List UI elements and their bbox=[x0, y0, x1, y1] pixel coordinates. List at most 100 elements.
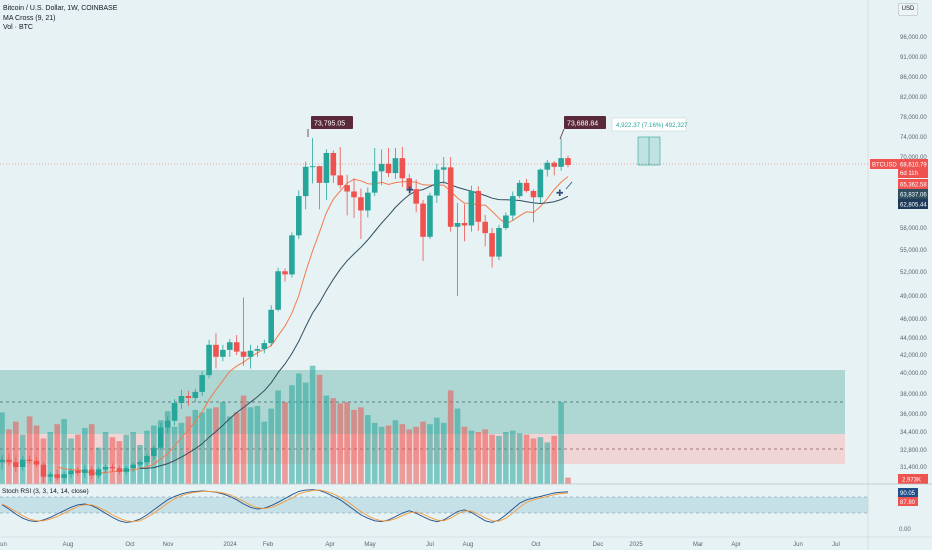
volume-bar bbox=[233, 412, 240, 484]
candle-body bbox=[323, 153, 330, 183]
ma-slow2-text: 62,805.44 bbox=[900, 203, 927, 209]
volume-bar bbox=[33, 425, 40, 484]
symbol-tag-text: BTCUSD bbox=[872, 163, 897, 169]
volume-bar bbox=[413, 426, 419, 484]
candle-body bbox=[19, 459, 26, 467]
candle-body bbox=[192, 391, 199, 398]
ma-slow2-tag bbox=[898, 199, 928, 209]
volume-bar bbox=[75, 434, 81, 484]
candle-body bbox=[268, 309, 274, 344]
volume-bar bbox=[102, 432, 109, 484]
volume-bar bbox=[61, 419, 67, 484]
candle-body bbox=[47, 474, 54, 477]
volume-bar bbox=[530, 438, 537, 484]
volume-bar bbox=[68, 438, 74, 484]
price-axis-label: 70,000.00 bbox=[900, 155, 927, 161]
volume-bar bbox=[337, 403, 344, 484]
candle-body bbox=[220, 349, 226, 357]
candle-body bbox=[337, 175, 344, 186]
volume-bar bbox=[185, 416, 192, 484]
price-axis-label: 82,000.00 bbox=[900, 95, 927, 101]
candle-body bbox=[116, 468, 123, 472]
stoch-rsi-lines bbox=[1, 489, 569, 523]
price-axis-label: 55,000.00 bbox=[900, 248, 927, 254]
time-axis-label: Dec bbox=[593, 542, 604, 548]
volume-bar bbox=[26, 416, 33, 484]
candle-body bbox=[151, 447, 157, 457]
candle-body bbox=[178, 396, 185, 403]
volume-bar bbox=[558, 402, 564, 484]
price-axis-label: 38,000.00 bbox=[900, 392, 927, 398]
candle-body bbox=[185, 396, 192, 398]
price-axis-label: 96,000.00 bbox=[900, 35, 927, 41]
candle-body bbox=[247, 350, 254, 357]
candle-body bbox=[302, 166, 309, 197]
recent-high-box bbox=[564, 116, 606, 129]
candle-body bbox=[289, 235, 295, 275]
volume-bar bbox=[289, 385, 295, 484]
time-axis-label: Nov bbox=[163, 542, 174, 548]
candle-body bbox=[275, 271, 281, 310]
indicator-ma-cross[interactable]: MA Cross (9, 21) bbox=[3, 15, 56, 22]
candle-body bbox=[558, 158, 564, 167]
candle-body bbox=[351, 191, 357, 198]
candle-body bbox=[392, 158, 399, 174]
volume-tag-text: 2.973K bbox=[902, 478, 921, 484]
ma-slow-text: 63,837.06 bbox=[900, 193, 927, 199]
volume-bar bbox=[226, 416, 233, 484]
candle-body bbox=[95, 469, 102, 476]
volume-bar bbox=[323, 395, 330, 484]
time-axis[interactable]: Jun Aug Oct Nov 2024 Feb Apr May Jul Aug Oct Dec 202… bbox=[0, 542, 840, 548]
ma-cross-marker-2: ✚ bbox=[556, 189, 564, 199]
volume-bar bbox=[468, 430, 475, 484]
candle-body bbox=[26, 459, 33, 461]
time-axis-label: Oct bbox=[531, 542, 541, 548]
volume-bar bbox=[551, 435, 557, 484]
rsi-indicator-label[interactable]: Stoch RSI (3, 3, 14, 14, close) bbox=[2, 488, 89, 495]
moving-averages bbox=[57, 176, 569, 475]
price-axis-label: 58,000.00 bbox=[900, 226, 927, 232]
candle-body bbox=[496, 228, 502, 257]
volume-bar bbox=[206, 408, 212, 484]
candle-body bbox=[468, 190, 475, 226]
candle-body bbox=[296, 196, 302, 236]
price-axis-label: 49,000.00 bbox=[900, 294, 927, 300]
candle-body bbox=[171, 403, 178, 421]
volume-bar bbox=[420, 421, 426, 484]
volume-bar bbox=[254, 406, 261, 484]
rsi-band bbox=[0, 497, 868, 513]
time-axis-label: Jul bbox=[832, 542, 840, 548]
measure-label-box bbox=[611, 117, 687, 132]
time-axis-label: Jul bbox=[426, 542, 434, 548]
volume-bar bbox=[427, 424, 433, 484]
candle-body bbox=[206, 344, 212, 376]
currency-button[interactable]: USD bbox=[898, 3, 918, 16]
indicator-volume[interactable]: Vol · BTC bbox=[3, 24, 33, 31]
candle-body bbox=[537, 169, 544, 198]
time-axis-label: Aug bbox=[63, 542, 74, 548]
price-axis-label: 31,400.00 bbox=[900, 465, 927, 471]
candle-body bbox=[440, 167, 447, 170]
ma-fast-text: 65,362.58 bbox=[900, 183, 927, 189]
volume-bar bbox=[406, 429, 413, 484]
candle-body bbox=[385, 163, 392, 174]
price-axis-label: 78,000.00 bbox=[900, 115, 927, 121]
candle-body bbox=[54, 474, 61, 478]
volume-bar bbox=[47, 432, 54, 484]
candle-body bbox=[157, 427, 164, 448]
candle-body bbox=[88, 469, 95, 476]
time-axis-label: Oct bbox=[125, 542, 135, 548]
volume-bar bbox=[516, 433, 523, 484]
volume-bar bbox=[82, 428, 88, 484]
volume-bar bbox=[461, 426, 468, 484]
candle-body bbox=[199, 375, 205, 392]
volume-bar bbox=[503, 432, 509, 484]
volume-bar bbox=[482, 429, 488, 484]
time-axis-label: Jun bbox=[793, 542, 803, 548]
time-axis-label: Jun bbox=[0, 542, 7, 548]
time-axis-label: Mar bbox=[693, 542, 703, 548]
candle-body bbox=[82, 469, 88, 474]
candle-body bbox=[213, 344, 219, 357]
rsi-d-line bbox=[1, 489, 569, 523]
